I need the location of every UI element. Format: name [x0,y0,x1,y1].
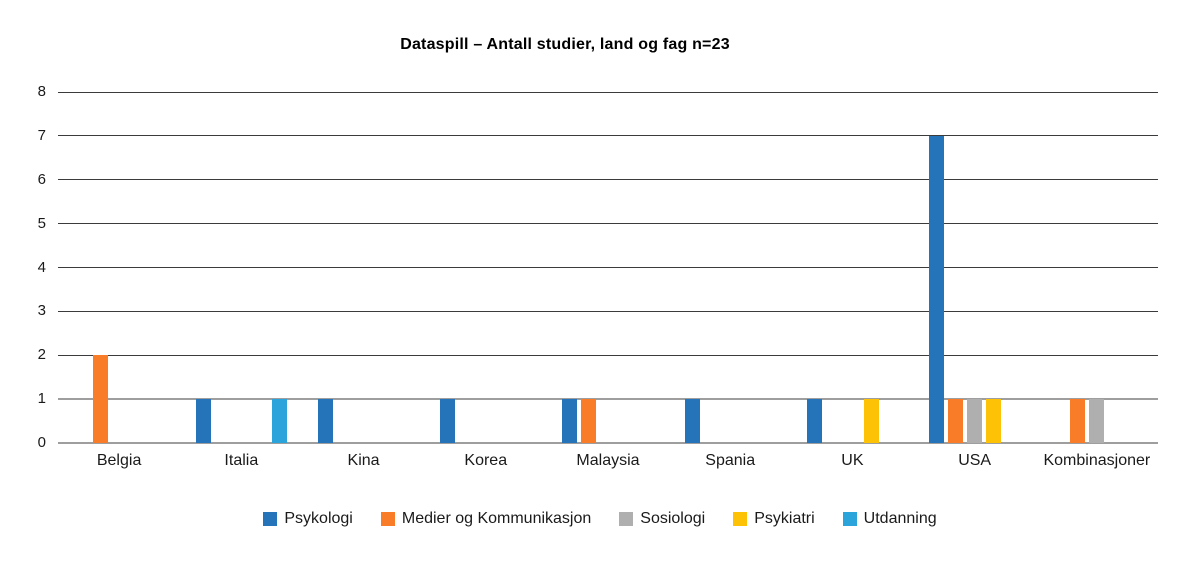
legend-item-psykologi: Psykologi [263,510,353,528]
x-category-label-belgia: Belgia [96,452,142,469]
legend-label: Psykiatri [754,510,815,527]
plot-area [58,91,1158,444]
bar-group-spania [669,92,791,443]
x-category-label-italia: Italia [224,452,259,469]
legend-item-psykiatri: Psykiatri [733,510,815,528]
legend-swatch-icon [380,512,395,526]
gridline-4 [58,267,1158,268]
bar-kina-psykologi [318,399,334,443]
bar-group-usa [914,92,1036,443]
x-category-label-malaysia: Malaysia [576,452,640,469]
x-category-label-korea: Korea [464,452,508,469]
gridline-7 [58,135,1158,137]
gridline-8 [58,91,1158,93]
y-tick-label-6: 6 [37,170,46,188]
gridline-1 [58,398,1158,401]
gridline-5 [58,223,1158,225]
bar-italia-psykologi [195,399,211,443]
x-category-label-usa: USA [958,452,992,469]
gridline-3 [58,310,1158,312]
bar-group-malaysia [547,92,669,443]
bar-kombinasjoner-sosiologi [1089,399,1105,443]
x-axis: Belgia Italia Kina Korea Malaysia Spania UK USA… [58,452,1158,470]
x-category-label-uk: UK [841,452,864,469]
bar-kombinasjoner-medier-og-kommunikasjon [1070,399,1086,443]
y-axis: 0 1 2 3 4 5 6 7 8 [0,83,46,451]
bar-group-korea [425,92,547,443]
y-tick-label-1: 1 [37,390,46,408]
bar-belgia-medier-og-kommunikasjon [92,355,108,443]
legend-label: Sosiologi [640,510,706,527]
bar-italia-utdanning [271,399,287,443]
gridline-2 [58,354,1158,356]
bar-group-italia [180,92,302,443]
gridline-6 [58,179,1158,181]
bar-spania-psykologi [684,399,700,443]
y-tick-label-2: 2 [37,346,46,364]
legend-swatch-icon [842,512,857,526]
bar-usa-medier-og-kommunikasjon [948,399,964,443]
legend-item-sosiologi: Sosiologi [619,510,705,528]
y-tick-label-0: 0 [37,434,46,451]
bar-group-belgia [58,92,180,443]
legend-item-medier-og-kommunikasjon: Medier og Kommunikasjon [380,510,592,528]
legend-label: Medier og Kommunikasjon [401,510,592,527]
y-tick-label-3: 3 [37,302,46,320]
y-tick-label-7: 7 [37,126,46,144]
bar-usa-psykologi [929,135,945,443]
x-category-label-spania: Spania [705,452,756,469]
bar-malaysia-medier-og-kommunikasjon [581,399,597,443]
y-tick-label-8: 8 [37,83,46,100]
bar-group-uk [791,92,913,443]
gridline-0 [58,442,1158,444]
bar-groups [58,92,1158,443]
x-category-label-kombinasjoner: Kombinasjoner [1043,452,1151,469]
bar-usa-psykiatri [986,399,1002,443]
legend: Psykologi Medier og Kommunikasjon Sosiolog… [30,510,1170,528]
x-category-label-kina: Kina [347,452,380,469]
chart-title: Dataspill – Antall studier, land og fag … [400,36,730,53]
y-tick-label-4: 4 [37,258,46,276]
legend-swatch-icon [733,512,748,526]
legend-label: Psykologi [284,510,353,527]
legend-swatch-icon [619,512,634,526]
bar-group-kombinasjoner [1036,92,1158,443]
bar-group-kina [302,92,424,443]
bar-korea-psykologi [440,399,456,443]
legend-item-utdanning: Utdanning [842,510,937,528]
legend-label: Utdanning [863,510,937,527]
bar-usa-sosiologi [967,399,983,443]
bar-malaysia-psykologi [562,399,578,443]
legend-swatch-icon [263,512,278,526]
bar-uk-psykiatri [863,399,879,443]
y-tick-label-5: 5 [37,214,46,232]
bar-uk-psykologi [806,399,822,443]
